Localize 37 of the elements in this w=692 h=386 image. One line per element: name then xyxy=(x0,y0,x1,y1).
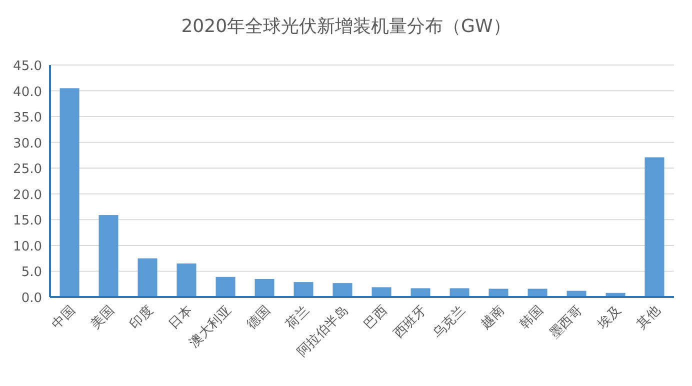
x-tick-label: 乌克兰 xyxy=(430,303,468,342)
x-tick-label: 日本 xyxy=(166,303,196,332)
y-tick-label: 45.0 xyxy=(13,59,42,74)
y-tick-label: 40.0 xyxy=(13,84,42,100)
x-tick-label: 美国 xyxy=(88,302,118,332)
bar xyxy=(644,157,664,297)
y-tick-label: 10.0 xyxy=(13,239,42,254)
bar xyxy=(138,258,158,297)
y-tick-label: 0.0 xyxy=(21,291,42,306)
x-tick-label: 埃及 xyxy=(594,303,624,333)
bar xyxy=(98,215,118,297)
bar xyxy=(450,288,470,297)
y-tick-label: 35.0 xyxy=(13,110,42,126)
y-tick-label: 15.0 xyxy=(13,214,42,229)
bar xyxy=(372,287,392,297)
x-tick-label: 巴西 xyxy=(361,303,390,332)
x-tick-label: 西班牙 xyxy=(391,303,430,342)
x-tick-label: 荷兰 xyxy=(283,303,312,332)
x-tick-label: 韩国 xyxy=(517,303,546,332)
x-tick-label: 越南 xyxy=(478,303,508,332)
bar xyxy=(176,263,196,297)
bar xyxy=(254,278,274,297)
y-tick-label: 20.0 xyxy=(13,188,42,203)
bar xyxy=(294,282,314,297)
y-tick-label: 25.0 xyxy=(13,162,42,178)
x-tick-label: 中国 xyxy=(49,303,78,332)
x-tick-label: 德国 xyxy=(244,303,274,332)
x-tick-label: 印度 xyxy=(126,302,156,332)
bar xyxy=(332,283,352,297)
x-tick-label: 其他 xyxy=(634,303,664,332)
x-tick-label: 墨西哥 xyxy=(547,303,586,342)
y-tick-label: 30.0 xyxy=(13,136,42,152)
bar xyxy=(410,288,430,297)
bar xyxy=(60,88,80,297)
y-tick-label: 5.0 xyxy=(21,265,42,280)
chart-title: 2020年全球光伏新增装机量分布（GW） xyxy=(181,16,511,37)
bar xyxy=(216,276,236,297)
